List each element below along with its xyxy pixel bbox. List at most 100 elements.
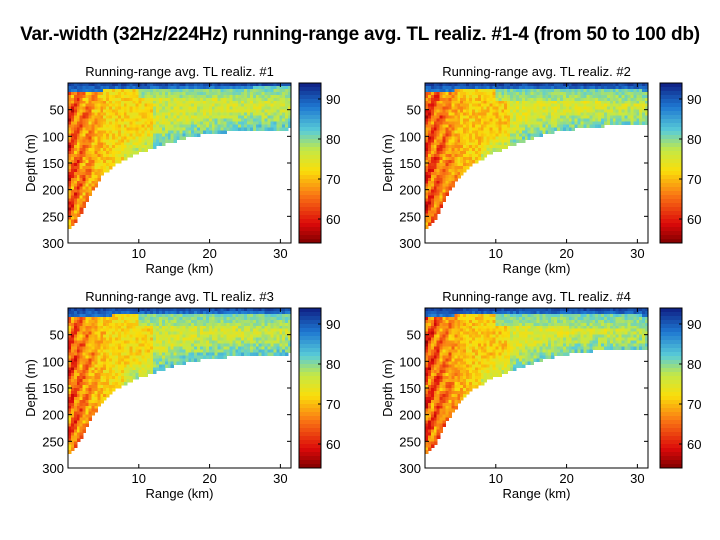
heatmap-cell [220, 91, 225, 96]
heatmap-cell [185, 106, 189, 111]
heatmap-cell [94, 352, 98, 356]
heatmap-cell [197, 121, 201, 126]
heatmap-cell [577, 115, 582, 120]
heatmap-cell [285, 109, 289, 114]
heatmap-cell [483, 103, 488, 108]
heatmap-cell [273, 118, 277, 123]
heatmap-cell [211, 127, 216, 131]
heatmap-cell [126, 310, 131, 315]
heatmap-cell [82, 352, 87, 356]
heatmap-cell [627, 85, 631, 90]
heatmap-cell [126, 308, 131, 312]
heatmap-cell [507, 100, 511, 105]
heatmap-cell [135, 112, 140, 117]
heatmap-cell [132, 310, 137, 315]
heatmap-cell [132, 142, 137, 146]
heatmap-cell [486, 83, 491, 87]
heatmap-cell [129, 127, 134, 131]
heatmap-cell [179, 355, 184, 359]
heatmap-cell [91, 328, 95, 333]
heatmap-cell [633, 109, 637, 114]
heatmap-cell [235, 115, 239, 120]
heatmap-cell [76, 393, 81, 398]
heatmap-cell [141, 313, 145, 318]
heatmap-cell [91, 402, 95, 407]
heatmap-cell [76, 402, 81, 407]
heatmap-cell [161, 124, 166, 129]
heatmap-cell [430, 112, 435, 117]
heatmap-cell [498, 118, 502, 123]
heatmap-cell [123, 310, 128, 315]
heatmap-cell [264, 103, 269, 108]
heatmap-cell [106, 127, 110, 131]
heatmap-cell [73, 139, 78, 143]
heatmap-cell [433, 88, 438, 93]
heatmap-cell [270, 94, 274, 99]
heatmap-cell [100, 112, 104, 117]
heatmap-cell [68, 435, 72, 439]
heatmap-cell [173, 355, 178, 359]
heatmap-cell [557, 121, 561, 126]
heatmap-cell [474, 145, 479, 149]
heatmap-cell [495, 91, 499, 96]
heatmap-cell [182, 331, 186, 336]
heatmap-cell [448, 160, 452, 164]
heatmap-cell [214, 124, 219, 129]
heatmap-cell [129, 343, 134, 348]
heatmap-cell [510, 106, 514, 111]
heatmap-cell [442, 94, 447, 99]
heatmap-cell [217, 322, 222, 327]
heatmap-cell [112, 308, 116, 312]
heatmap-cell [279, 83, 283, 87]
heatmap-cell [129, 373, 134, 377]
heatmap-cell [448, 91, 452, 96]
heatmap-cell [97, 171, 101, 176]
heatmap-cell [79, 177, 84, 182]
heatmap-cell [551, 94, 555, 99]
heatmap-cell [539, 130, 543, 134]
heatmap-cell [217, 346, 222, 351]
heatmap-cell [117, 337, 122, 342]
heatmap-cell [571, 106, 576, 111]
heatmap-cell [471, 97, 476, 102]
heatmap-cell [82, 331, 87, 336]
heatmap-cell [164, 112, 169, 117]
heatmap-cell [480, 112, 485, 117]
heatmap-cell [486, 124, 491, 129]
heatmap-cell [70, 441, 75, 445]
heatmap-cell [492, 97, 497, 102]
heatmap-cell [144, 130, 148, 134]
heatmap-cell [226, 337, 230, 342]
heatmap-cell [76, 163, 81, 167]
heatmap-cell [117, 160, 122, 164]
heatmap-cell [164, 100, 169, 105]
heatmap-cell [150, 115, 154, 120]
heatmap-cell [223, 346, 228, 351]
heatmap-cell [217, 331, 222, 336]
heatmap-cell [202, 85, 207, 90]
colorbar-swatch [660, 147, 682, 152]
heatmap-cell [103, 340, 107, 345]
heatmap-cell [97, 331, 101, 336]
heatmap-cell [94, 328, 98, 333]
heatmap-cell [501, 97, 505, 102]
heatmap-cell [120, 91, 125, 96]
heatmap-cell [161, 325, 166, 330]
heatmap-cell [624, 83, 629, 87]
colorbar-swatch [660, 83, 682, 88]
heatmap-cell [79, 174, 84, 179]
heatmap-cell [533, 83, 538, 87]
heatmap-cell [486, 97, 491, 102]
heatmap-cell [601, 118, 605, 123]
heatmap-cell [109, 385, 113, 389]
heatmap-cell [179, 97, 184, 102]
heatmap-cell [208, 103, 213, 108]
panel-title-2: Running-range avg. TL realiz. #2 [442, 64, 631, 79]
heatmap-cell [173, 322, 178, 327]
heatmap-cell [252, 121, 257, 126]
heatmap-cell [117, 85, 122, 90]
heatmap-cell [82, 174, 87, 179]
heatmap-cell [238, 88, 242, 93]
heatmap-cell [454, 154, 458, 158]
heatmap-cell [595, 109, 599, 114]
